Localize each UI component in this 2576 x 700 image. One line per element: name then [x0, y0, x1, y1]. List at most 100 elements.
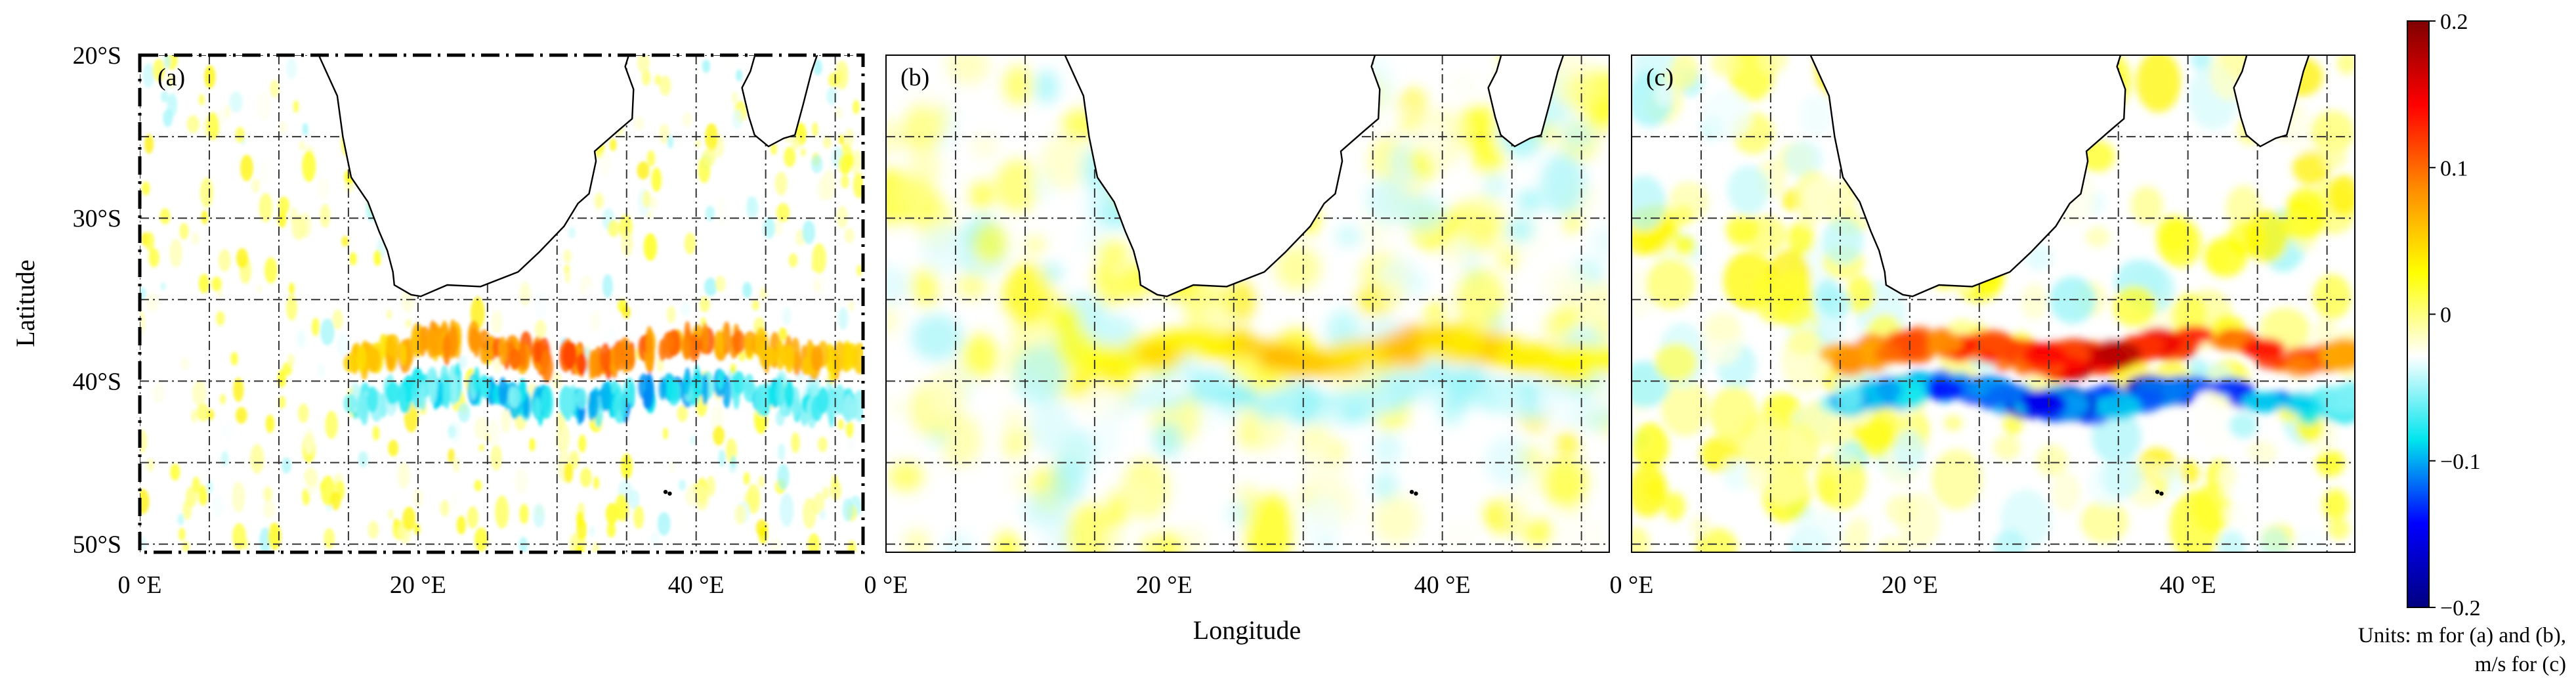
field-cell [146, 458, 155, 471]
field-cell [1030, 401, 1073, 454]
field-cell [1788, 221, 1815, 255]
field-cell [956, 272, 988, 299]
field-cell [901, 175, 934, 214]
band-cell-negative [853, 390, 863, 422]
field-cell [995, 532, 1020, 552]
field-cell [732, 109, 743, 130]
band-cell-positive [784, 344, 794, 374]
field-cell [1140, 533, 1162, 552]
field-cell [185, 486, 198, 508]
field-cell [1204, 306, 1230, 332]
field-cell [2178, 460, 2200, 485]
panel-a-frame [138, 53, 865, 554]
field-cell [1022, 491, 1068, 529]
island-marker [2159, 491, 2164, 496]
island-marker [2155, 489, 2160, 494]
band-cell-positive [683, 336, 690, 359]
field-cell [1238, 420, 1260, 449]
island-marker [663, 489, 668, 494]
band-cell-positive [1321, 344, 1371, 361]
field-cell [770, 537, 782, 552]
field-cell [201, 210, 209, 225]
field-cell [211, 276, 222, 292]
field-cell [801, 453, 811, 472]
field-cell [1373, 494, 1420, 545]
field-cell [1299, 491, 1342, 548]
band-cell-positive [744, 336, 755, 358]
band-cell-negative [722, 375, 731, 408]
africa-coastline [318, 55, 635, 297]
field-cell [742, 282, 752, 299]
field-cell [695, 139, 701, 148]
field-cell [1410, 148, 1430, 171]
field-cell [148, 248, 159, 268]
field-cell [458, 355, 467, 369]
field-cell [919, 225, 967, 276]
field-cell [622, 305, 631, 319]
band-cell-negative [1264, 390, 1299, 412]
field-cell [718, 449, 726, 467]
panel-c-frame [1631, 55, 2355, 553]
field-cell [744, 471, 750, 485]
band-cell-positive [834, 341, 846, 372]
field-cell [1943, 415, 1963, 431]
field-cell [2021, 283, 2048, 320]
field-cell [221, 450, 229, 466]
band-cell-negative [343, 393, 357, 414]
field-cell [800, 148, 806, 157]
madagascar-land [1488, 55, 1564, 146]
colorbar: 0.2 0.1 0 −0.1 −0.2 [2407, 10, 2481, 621]
band-cell-negative [784, 380, 794, 408]
y-tick-label: 20°S [73, 42, 121, 70]
africa-coastline [1064, 55, 1381, 297]
field-cell [2219, 454, 2264, 504]
field-cell [160, 91, 169, 102]
field-cell [650, 531, 660, 548]
field-cell [402, 506, 416, 531]
field-cell [491, 310, 503, 334]
field-cell [2229, 412, 2258, 439]
field-cell [1401, 194, 1445, 231]
field-cell [837, 419, 844, 430]
island-marker [1409, 489, 1414, 494]
band-cell-positive [754, 327, 769, 359]
band-cell-positive [658, 339, 667, 362]
field-cell [2336, 55, 2355, 75]
band-cell-positive [2023, 343, 2067, 369]
field-cell [1103, 529, 1126, 552]
field-cell [457, 403, 471, 423]
field-cell [886, 304, 900, 336]
field-cell [1660, 379, 1710, 437]
field-cell [1857, 412, 1896, 458]
field-cell [2218, 530, 2247, 552]
field-cell [2036, 445, 2068, 477]
x-tick-labels: 0 °E 20 °E 40 °E 0 °E 20 °E 40 °E 0 °E 20 °E 40 … [118, 571, 2216, 599]
field-cell [453, 457, 460, 473]
field-cell [192, 380, 207, 406]
field-cell [590, 310, 601, 332]
band-cell-positive [541, 349, 554, 383]
field-cell [2322, 489, 2349, 521]
band-cell-negative [1836, 385, 1863, 411]
field-cell [336, 332, 349, 357]
field-cell [736, 69, 742, 81]
field-cell [1722, 458, 1752, 491]
field-cell [1158, 531, 1184, 552]
field-cell [1710, 55, 1739, 77]
band-cell-negative [1292, 405, 1320, 420]
field-cell [602, 274, 613, 298]
field-cell [474, 417, 488, 440]
band-cell-positive [2284, 355, 2315, 377]
field-cell [1689, 515, 1712, 537]
field-cell [413, 523, 421, 535]
field-cell [534, 291, 547, 319]
field-cell [666, 305, 676, 324]
field-cell [1702, 90, 1752, 141]
field-cell [828, 72, 839, 88]
field-cell [1457, 104, 1498, 152]
band-cell-negative [1241, 392, 1264, 408]
panel-b-frame [885, 55, 1610, 553]
field-cell [845, 128, 854, 147]
band-cell-positive [400, 343, 406, 366]
field-cell [563, 249, 572, 263]
